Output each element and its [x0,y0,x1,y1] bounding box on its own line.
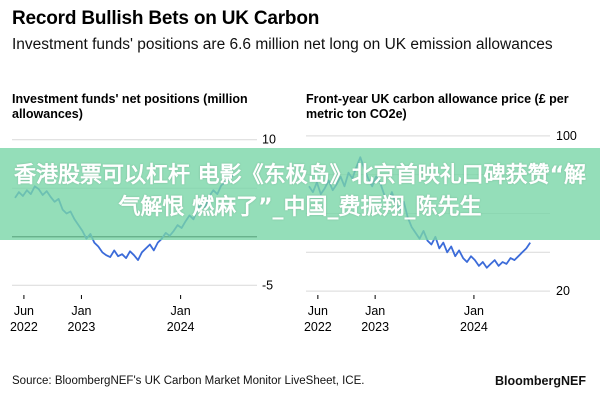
positions-y-tick-label: -5 [262,278,273,292]
chart-subtitle: Investment funds' positions are 6.6 mill… [12,36,553,53]
source-note: Source: BloombergNEF's UK Carbon Market … [12,375,365,387]
positions-y-tick-label: 10 [262,133,276,147]
positions-x-tick-label: Jan [171,304,191,318]
price-x-tick-label: 2024 [460,320,488,334]
price-y-tick-label: 100 [556,129,577,143]
promo-banner [0,148,600,240]
price-y-tick-label: 20 [556,284,570,298]
positions-x-tick-label: 2022 [10,320,38,334]
positions-x-tick-label: Jun [14,304,34,318]
left-panel-title: Investment funds' net positions (million… [12,92,248,121]
positions-x-tick-label: 2024 [167,320,195,334]
price-x-tick-label: Jan [464,304,484,318]
promo-banner-text: 香港股票可以杠杆 电影《东极岛》北京首映礼口碑获赞“解气解恨 燃麻了”_中国_费… [13,163,587,220]
price-x-tick-label: 2022 [304,320,332,334]
price-x-tick-label: Jan [365,304,385,318]
right-panel-title: Front-year UK carbon allowance price (£ … [306,92,569,121]
price-x-tick-label: 2023 [361,320,389,334]
positions-x-tick-label: Jan [71,304,91,318]
price-x-tick-label: Jun [308,304,328,318]
chart-title: Record Bullish Bets on UK Carbon [12,8,320,29]
brand-logo-text: BloombergNEF [495,374,586,388]
positions-x-tick-label: 2023 [68,320,96,334]
